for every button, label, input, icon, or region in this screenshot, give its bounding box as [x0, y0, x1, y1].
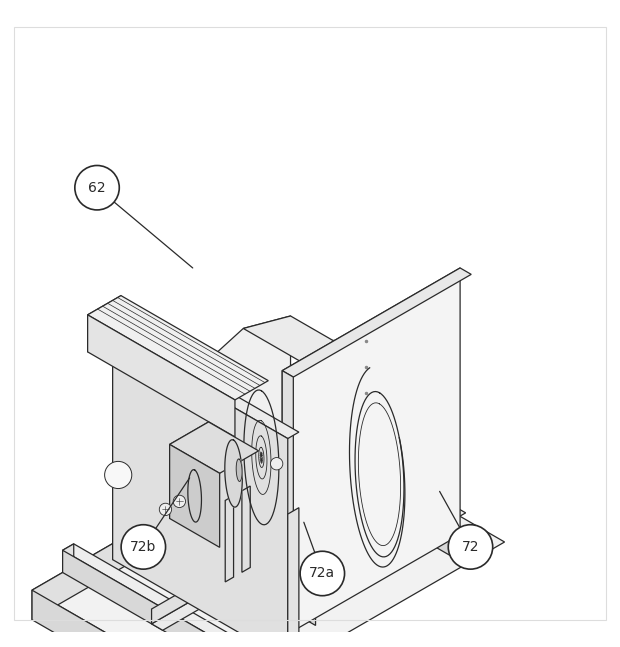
- Polygon shape: [242, 486, 250, 573]
- Polygon shape: [171, 516, 316, 626]
- Polygon shape: [171, 430, 321, 542]
- Polygon shape: [151, 482, 371, 624]
- Polygon shape: [282, 268, 471, 377]
- Polygon shape: [63, 550, 257, 647]
- Text: 72b: 72b: [130, 540, 156, 554]
- Polygon shape: [282, 268, 460, 637]
- Circle shape: [270, 457, 283, 470]
- Polygon shape: [288, 508, 299, 647]
- Polygon shape: [193, 448, 443, 592]
- Polygon shape: [243, 316, 385, 383]
- Polygon shape: [32, 590, 227, 647]
- Polygon shape: [188, 470, 202, 522]
- Circle shape: [75, 166, 119, 210]
- Polygon shape: [87, 315, 235, 437]
- Polygon shape: [271, 430, 466, 564]
- Circle shape: [121, 525, 166, 569]
- Polygon shape: [113, 331, 124, 560]
- Polygon shape: [87, 296, 268, 400]
- Polygon shape: [63, 544, 268, 647]
- Polygon shape: [171, 430, 466, 600]
- Text: 72a: 72a: [309, 567, 335, 580]
- Circle shape: [448, 525, 493, 569]
- Text: 72: 72: [462, 540, 479, 554]
- Polygon shape: [225, 496, 234, 582]
- Polygon shape: [32, 430, 310, 620]
- Text: 62: 62: [88, 181, 106, 195]
- Text: ereplacementParts.com: ereplacementParts.com: [236, 336, 384, 349]
- Polygon shape: [225, 440, 242, 507]
- Polygon shape: [199, 316, 291, 565]
- Polygon shape: [87, 296, 121, 352]
- Circle shape: [173, 495, 185, 507]
- Polygon shape: [170, 422, 208, 518]
- Polygon shape: [32, 430, 505, 647]
- Polygon shape: [151, 497, 383, 630]
- Polygon shape: [63, 544, 74, 573]
- Circle shape: [159, 503, 172, 516]
- Polygon shape: [113, 331, 299, 439]
- Circle shape: [300, 551, 345, 596]
- Polygon shape: [113, 338, 288, 647]
- Circle shape: [105, 461, 132, 488]
- Polygon shape: [282, 371, 293, 644]
- Polygon shape: [170, 444, 219, 547]
- Polygon shape: [271, 424, 477, 542]
- Polygon shape: [170, 422, 259, 474]
- Polygon shape: [236, 459, 242, 481]
- Polygon shape: [271, 424, 282, 452]
